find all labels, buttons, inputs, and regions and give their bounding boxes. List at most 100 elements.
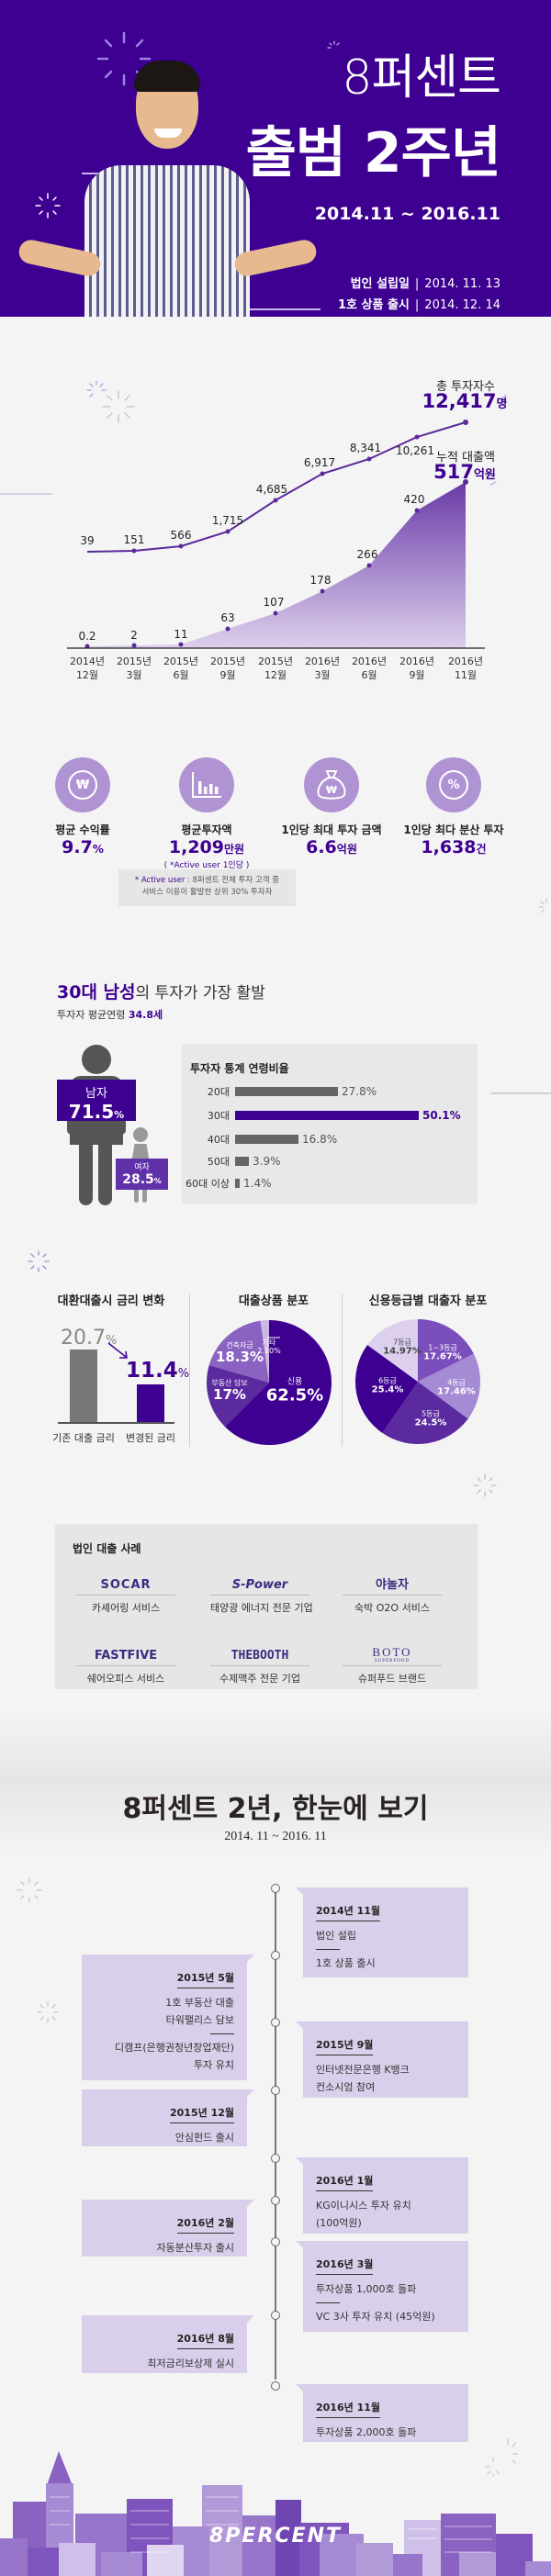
brand-title: 8퍼센트	[342, 50, 501, 106]
rate-before-label: 기존 대출 금리	[52, 1432, 115, 1444]
period-range: 2014.11 ~ 2016.11	[314, 204, 500, 224]
investors-total-title: 총 투자자수	[436, 380, 495, 394]
investor-value-label: 4,685	[255, 483, 288, 496]
sparkle-icon	[86, 380, 107, 398]
first-product-date: 1호 상품 출시 | 2014. 12. 14	[338, 298, 500, 312]
timeline-axis	[275, 1887, 276, 2380]
hero-banner: 8퍼센트 출범 2주년 2014.11 ~ 2016.11 법인 설립일 | 201…	[0, 0, 551, 317]
corporate-loans-panel: 법인 대출 사례 SOCAR 카셰어링 서비스 S-Power 태양광 에너지 …	[55, 1524, 478, 1689]
average-age: 투자자 평균연령 34.8세	[57, 1009, 163, 1021]
loan-value-label: 11	[174, 628, 188, 641]
loan-value-label: 0.2	[78, 630, 96, 643]
x-axis-label: 2014년 12월	[69, 655, 106, 681]
sparkle-icon	[17, 1877, 42, 1903]
timeline-node	[271, 1884, 280, 1893]
rate-after-label: 변경된 금리	[125, 1432, 176, 1444]
male-ratio-badge: 남자 71.5%	[57, 1080, 136, 1123]
grade-distribution-title: 신용등급별 대출자 분포	[368, 1294, 488, 1308]
money-bag-icon: ₩	[317, 770, 346, 800]
timeline-event-2016-03: 2016년 3월 투자상품 1,000호 돌파 VC 3사 투자 유치 (45억…	[296, 2241, 468, 2332]
loan-value-label: 107	[263, 596, 285, 609]
product-pie-chart	[207, 1320, 332, 1445]
female-ratio-badge: 여자 28.5%	[116, 1159, 168, 1190]
timeline-node	[271, 2154, 280, 2163]
arrow-icon	[107, 1342, 128, 1359]
spokesperson-smile	[154, 129, 182, 138]
loan-value-label: 2	[130, 629, 138, 642]
bar-chart-icon	[192, 772, 221, 798]
divider	[342, 1294, 343, 1447]
spokesperson-body	[84, 165, 250, 317]
grade-6-label: 6등급 25.4%	[371, 1376, 404, 1395]
x-axis-label: 2015년 9월	[209, 655, 246, 681]
stat-max-diversified: % 1인당 최다 분산 투자 1,638건	[389, 757, 518, 857]
demographics-title: 30대 남성의 투자가 가장 활발	[57, 982, 265, 1002]
timeline-node	[271, 2018, 280, 2027]
grade-pie-chart	[355, 1319, 480, 1444]
footer-brand-logo: 8PERCENT	[209, 2525, 342, 2548]
corp-spower: S-Power 태양광 에너지 전문 기업	[210, 1575, 313, 1615]
investor-value-label: 8,341	[349, 442, 382, 454]
timeline-event-2016-02: 2016년 2월 자동분산투자 출시	[82, 2200, 254, 2257]
loans-total-title: 누적 대출액	[436, 451, 495, 465]
spokesperson-hair	[134, 61, 200, 92]
loan-value-label: 266	[356, 548, 378, 561]
corp-socar: SOCAR 카셰어링 서비스	[76, 1575, 175, 1615]
x-axis-label: 2015년 12월	[257, 655, 294, 681]
timeline-event-2016-08: 2016년 8월 최저금리보상제 실시	[82, 2315, 254, 2373]
timeline-event-2014-11: 2014년 11월 법인 설립 1호 상품 출시	[296, 1887, 468, 1977]
corp-boto: BOTO SUPERFOOD 슈퍼푸드 브랜드	[343, 1646, 442, 1686]
timeline-node	[271, 2196, 280, 2205]
x-axis-label: 2016년 3월	[304, 655, 341, 681]
timeline-event-2015-12: 2015년 12월 안심펀드 출시	[82, 2089, 254, 2146]
product-etc-label: 기타 2.10%	[257, 1338, 281, 1355]
sparkle-icon	[37, 2001, 59, 2023]
timeline-node	[271, 2086, 280, 2095]
active-user-note: * Active user : 8퍼센트 전체 투자 고객 중 서비스 이용이 …	[118, 869, 296, 906]
loan-value-label: 63	[220, 611, 235, 624]
investor-value-label: 151	[123, 533, 145, 546]
timeline-event-2015-09: 2015년 9월 인터넷전문은행 K뱅크 컨소시엄 참여	[296, 2022, 468, 2098]
age-row-50s: 50대 3.9%	[207, 1155, 281, 1168]
rate-baseline	[58, 1422, 174, 1424]
investor-value-label: 566	[170, 529, 192, 542]
product-distribution-title: 대출상품 분포	[238, 1294, 309, 1308]
x-axis-label: 2016년 9월	[399, 655, 435, 681]
corp-yanolja: 야놀자 숙박 O2O 서비스	[343, 1575, 442, 1615]
corp-thebooth: THEBOOTH 수제맥주 전문 기업	[210, 1646, 309, 1686]
stat-avg-return: ₩ 평균 수익률 9.7%	[18, 757, 147, 857]
sparkle-icon	[102, 390, 135, 423]
timeline-event-2016-11: 2016년 11월 투자상품 2,000호 돌파	[296, 2384, 468, 2442]
sparkle-icon	[485, 2438, 518, 2477]
decorative-line	[0, 493, 52, 495]
timeline-node	[271, 2311, 280, 2320]
grade-5-label: 5등급 24.5%	[414, 1409, 447, 1428]
rate-before-bar	[70, 1350, 97, 1422]
investor-value-label: 39	[80, 534, 95, 547]
age-row-30s: 30대 50.1%	[207, 1109, 461, 1122]
x-axis-label: 2016년 11월	[447, 655, 484, 681]
age-row-20s: 20대 27.8%	[207, 1085, 377, 1098]
city-skyline-illustration	[0, 2451, 551, 2576]
x-axis-label: 2015년 3월	[116, 655, 152, 681]
investor-value-label: 10,261	[396, 444, 434, 457]
corp-fastfive: FASTFIVE 쉐어오피스 서비스	[76, 1646, 175, 1686]
decorative-line	[491, 1092, 551, 1094]
grade-1-3-label: 1~3등급 17.67%	[423, 1343, 462, 1362]
investors-total-value: 12,417명	[422, 390, 508, 412]
loans-total-value: 517억원	[433, 461, 496, 483]
percent-icon: %	[439, 770, 468, 800]
sparkle-icon	[35, 193, 61, 218]
product-realestate-label: 부동산 담보 17%	[211, 1378, 248, 1403]
investor-value-label: 6,917	[303, 456, 336, 469]
svg-text:₩: ₩	[326, 784, 337, 796]
x-axis-label: 2015년 6월	[163, 655, 199, 681]
sparkle-icon	[538, 898, 547, 913]
timeline-event-2016-01: 2016년 1월 KG이니시스 투자 유치 (100억원)	[296, 2157, 468, 2234]
stat-max-investment: ₩ 1인당 최대 투자 금액 6.6억원	[267, 757, 396, 857]
age-distribution-panel: 투자자 통계 연령비율 20대 27.8% 30대 50.1% 40대 16.8…	[182, 1044, 478, 1204]
grade-7-label: 7등급 14.97%	[383, 1338, 422, 1357]
founding-date: 법인 설립일 | 2014. 11. 13	[350, 277, 500, 291]
divider	[189, 1294, 190, 1447]
product-credit-label: 신용 62.5%	[265, 1377, 324, 1406]
